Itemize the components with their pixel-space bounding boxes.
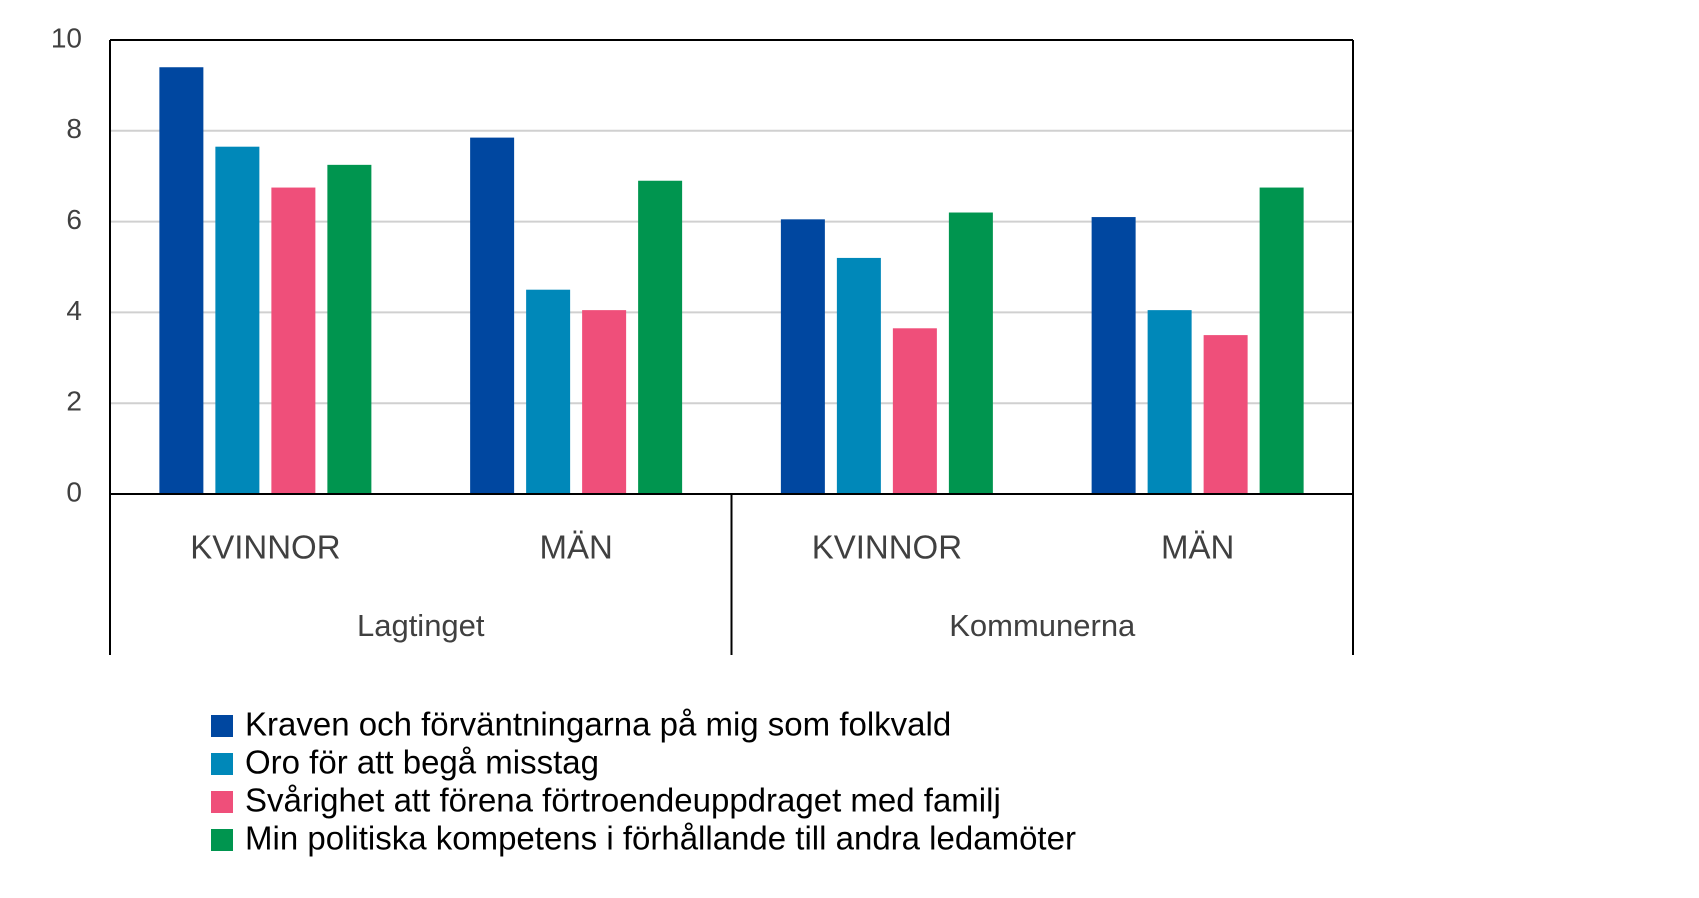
legend-label: Kraven och förväntningarna på mig som fo… <box>245 706 951 743</box>
bar <box>892 328 937 494</box>
legend-label: Svårighet att förena förtroendeuppdraget… <box>245 782 1001 819</box>
bar <box>638 180 683 495</box>
y-tick-label: 8 <box>66 113 82 144</box>
bar <box>526 289 571 494</box>
bar <box>159 67 204 495</box>
bar <box>271 187 316 495</box>
y-tick-label: 4 <box>66 295 82 326</box>
y-tick-label: 0 <box>66 476 82 507</box>
bar <box>780 219 825 494</box>
x-tick-label: KVINNOR <box>190 529 340 566</box>
y-tick-label: 10 <box>51 22 82 53</box>
bar <box>1203 335 1248 494</box>
x-tick-label: MÄN <box>539 529 612 566</box>
group-label: Lagtinget <box>357 608 485 643</box>
bar <box>1091 217 1136 494</box>
bar <box>327 164 372 494</box>
legend-label: Oro för att begå misstag <box>245 744 599 781</box>
x-tick-label: KVINNOR <box>812 529 962 566</box>
bar <box>1259 187 1304 495</box>
legend-swatch <box>211 715 233 737</box>
legend-label: Min politiska kompetens i förhållande ti… <box>245 820 1076 857</box>
group-label: Kommunerna <box>949 608 1136 643</box>
legend-swatch <box>211 753 233 775</box>
bar <box>948 212 993 494</box>
bar <box>582 310 627 494</box>
x-tick-label: MÄN <box>1161 529 1234 566</box>
y-tick-label: 6 <box>66 204 82 235</box>
legend-swatch <box>211 791 233 813</box>
y-tick-label: 2 <box>66 386 82 417</box>
bar <box>836 257 881 494</box>
legend-swatch <box>211 829 233 851</box>
bar <box>215 146 260 494</box>
bar <box>1147 310 1192 494</box>
bar <box>470 137 515 495</box>
